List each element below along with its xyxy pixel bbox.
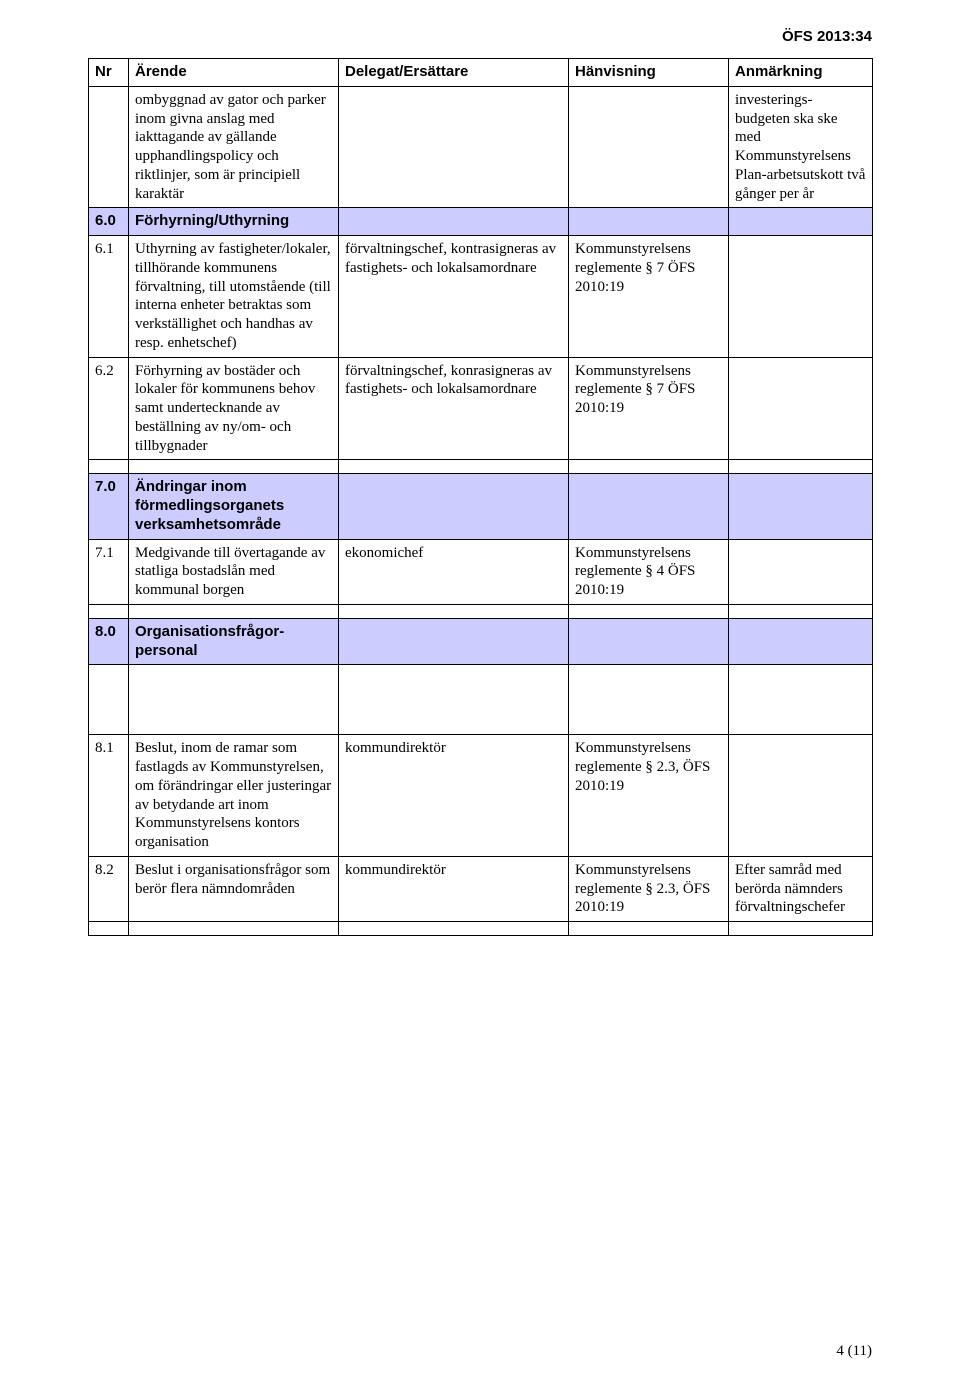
cell-hanvisning xyxy=(569,618,729,665)
document-code: ÖFS 2013:34 xyxy=(782,28,872,45)
cell-delegat: ekonomichef xyxy=(339,539,569,604)
cell-hanvisning xyxy=(569,86,729,208)
col-arende: Ärende xyxy=(129,59,339,87)
cell-anmarkning xyxy=(729,539,873,604)
page-number: 4 (11) xyxy=(836,1343,872,1360)
col-hanvisning: Hänvisning xyxy=(569,59,729,87)
table-row: ombyggnad av gator och parker inom givna… xyxy=(89,86,873,208)
cell-nr: 7.1 xyxy=(89,539,129,604)
cell-delegat xyxy=(339,474,569,539)
section-row-8: 8.0 Organisationsfrågor-personal xyxy=(89,618,873,665)
cell-nr: 7.0 xyxy=(89,474,129,539)
cell-hanvisning: Kommunstyrelsens reglemente § 2.3, ÖFS 2… xyxy=(569,856,729,921)
cell-anmarkning xyxy=(729,735,873,857)
cell-arende: Förhyrning/Uthyrning xyxy=(129,208,339,236)
cell-anmarkning xyxy=(729,208,873,236)
spacer-row xyxy=(89,922,873,936)
cell-anmarkning: Efter samråd med berörda nämnders förval… xyxy=(729,856,873,921)
cell-delegat xyxy=(339,208,569,236)
table-row: 6.2 Förhyrning av bostäder och lokaler f… xyxy=(89,357,873,460)
cell-nr: 8.2 xyxy=(89,856,129,921)
col-anmarkning: Anmärkning xyxy=(729,59,873,87)
cell-nr: 6.1 xyxy=(89,236,129,358)
cell-delegat xyxy=(339,618,569,665)
spacer-row xyxy=(89,604,873,618)
cell-delegat: förvaltningschef, kontrasigneras av fast… xyxy=(339,236,569,358)
col-nr: Nr xyxy=(89,59,129,87)
cell-arende: Organisationsfrågor-personal xyxy=(129,618,339,665)
table-row: 6.1 Uthyrning av fastigheter/lokaler, ti… xyxy=(89,236,873,358)
cell-arende: Beslut i organisationsfrågor som berör f… xyxy=(129,856,339,921)
cell-hanvisning: Kommunstyrelsens reglemente § 7 ÖFS 2010… xyxy=(569,357,729,460)
spacer-row xyxy=(89,460,873,474)
cell-arende: ombyggnad av gator och parker inom givna… xyxy=(129,86,339,208)
cell-arende: Uthyrning av fastigheter/lokaler, tillhö… xyxy=(129,236,339,358)
cell-nr xyxy=(89,86,129,208)
header-row: Nr Ärende Delegat/Ersättare Hänvisning A… xyxy=(89,59,873,87)
cell-hanvisning xyxy=(569,208,729,236)
cell-anmarkning xyxy=(729,474,873,539)
cell-delegat xyxy=(339,86,569,208)
table-row: 8.2 Beslut i organisationsfrågor som ber… xyxy=(89,856,873,921)
spacer-row xyxy=(89,665,873,735)
cell-arende: Medgivande till övertagande av statliga … xyxy=(129,539,339,604)
cell-hanvisning: Kommunstyrelsens reglemente § 7 ÖFS 2010… xyxy=(569,236,729,358)
cell-delegat: kommundirektör xyxy=(339,856,569,921)
cell-nr: 6.2 xyxy=(89,357,129,460)
cell-arende: Förhyrning av bostäder och lokaler för k… xyxy=(129,357,339,460)
section-row-6: 6.0 Förhyrning/Uthyrning xyxy=(89,208,873,236)
cell-anmarkning xyxy=(729,236,873,358)
cell-hanvisning xyxy=(569,474,729,539)
cell-nr: 8.1 xyxy=(89,735,129,857)
cell-anmarkning xyxy=(729,357,873,460)
table-row: 8.1 Beslut, inom de ramar som fastlagds … xyxy=(89,735,873,857)
delegation-table: Nr Ärende Delegat/Ersättare Hänvisning A… xyxy=(88,58,873,936)
cell-anmarkning xyxy=(729,618,873,665)
cell-hanvisning: Kommunstyrelsens reglemente § 4 ÖFS 2010… xyxy=(569,539,729,604)
cell-hanvisning: Kommunstyrelsens reglemente § 2.3, ÖFS 2… xyxy=(569,735,729,857)
cell-nr: 6.0 xyxy=(89,208,129,236)
table-row: 7.1 Medgivande till övertagande av statl… xyxy=(89,539,873,604)
cell-delegat: kommundirektör xyxy=(339,735,569,857)
cell-arende: Ändringar inom förmedlingsorganets verks… xyxy=(129,474,339,539)
cell-nr: 8.0 xyxy=(89,618,129,665)
section-row-7: 7.0 Ändringar inom förmedlingsorganets v… xyxy=(89,474,873,539)
cell-delegat: förvaltningschef, konrasigneras av fasti… xyxy=(339,357,569,460)
cell-arende: Beslut, inom de ramar som fastlagds av K… xyxy=(129,735,339,857)
cell-anmarkning: investerings-budgeten ska ske med Kommun… xyxy=(729,86,873,208)
col-delegat: Delegat/Ersättare xyxy=(339,59,569,87)
